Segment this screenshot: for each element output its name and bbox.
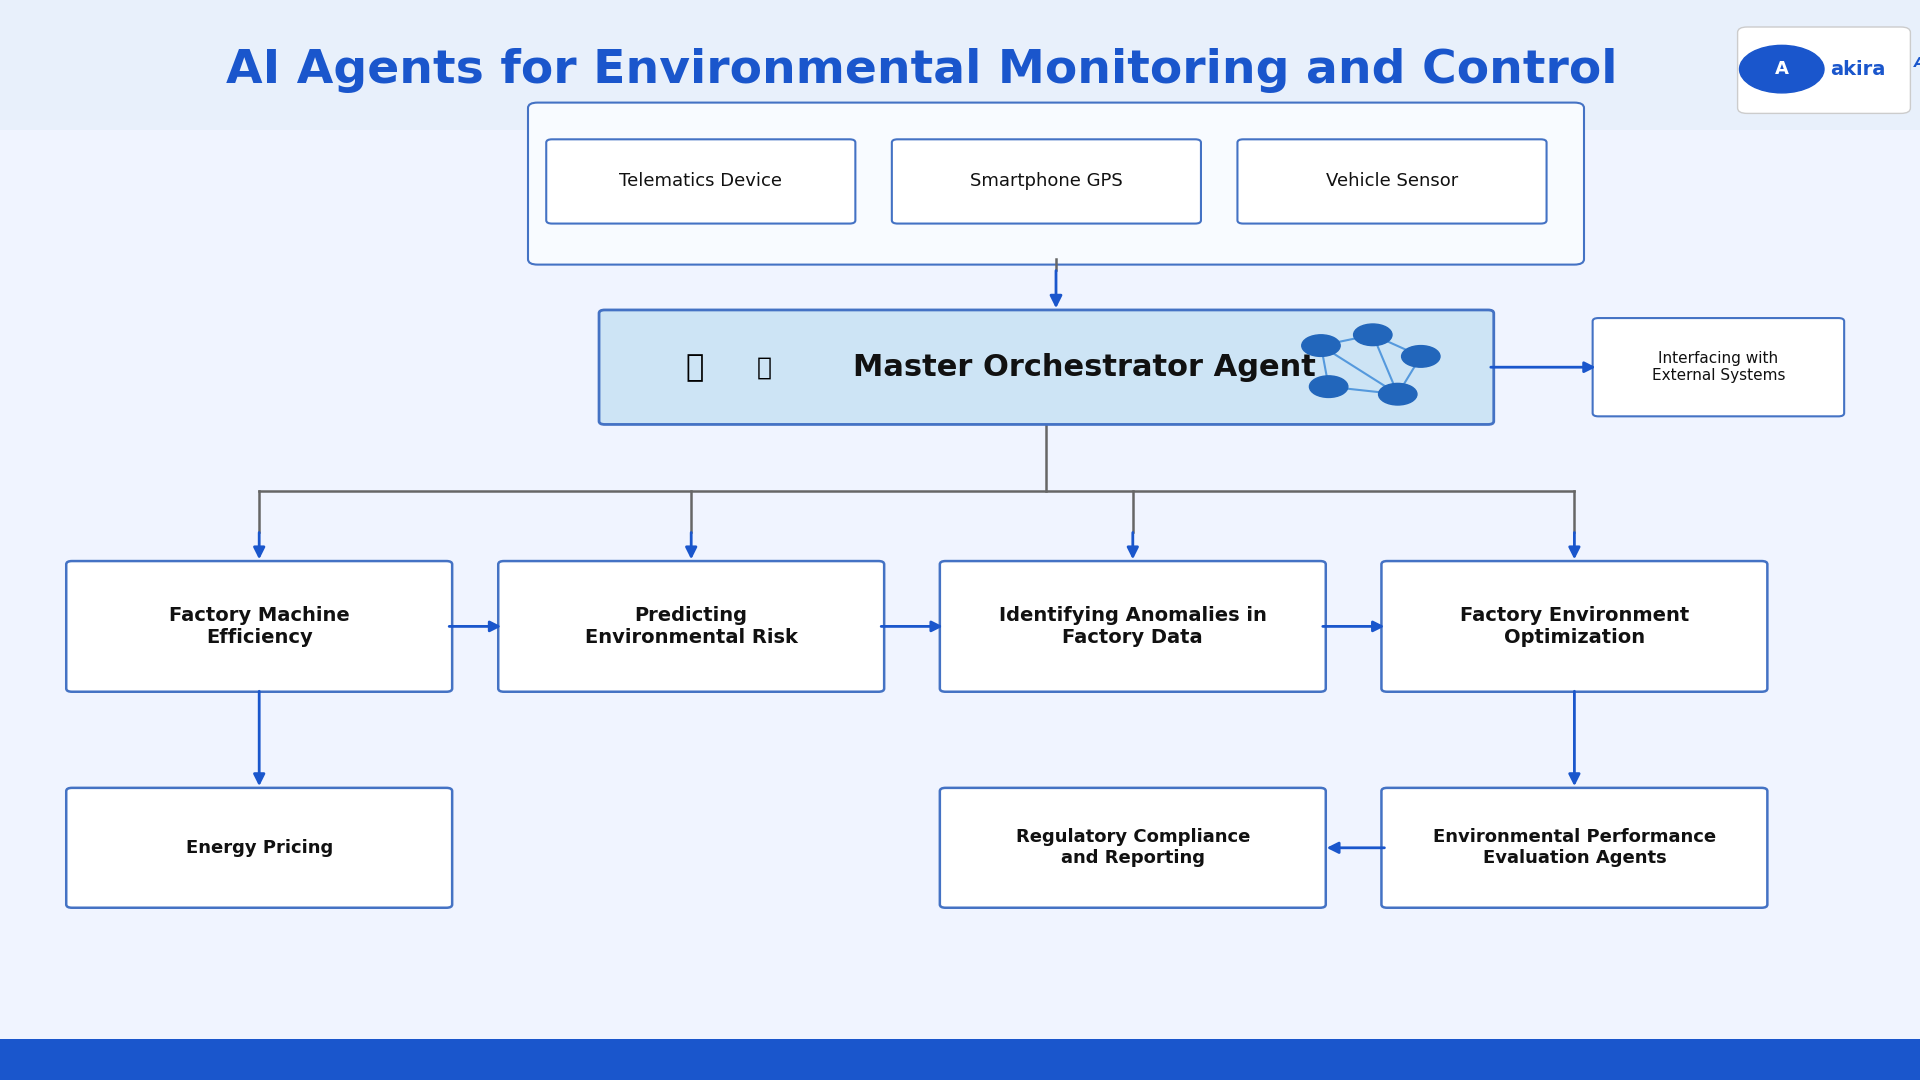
FancyBboxPatch shape [65,562,453,692]
FancyBboxPatch shape [0,0,1920,130]
FancyBboxPatch shape [891,139,1202,224]
Circle shape [1302,335,1340,356]
FancyBboxPatch shape [0,1039,1920,1080]
Circle shape [1354,324,1392,346]
Text: Energy Pricing: Energy Pricing [186,839,332,856]
Text: Telematics Device: Telematics Device [620,173,781,190]
FancyBboxPatch shape [545,139,856,224]
FancyBboxPatch shape [939,562,1325,692]
Text: Smartphone GPS: Smartphone GPS [970,173,1123,190]
FancyBboxPatch shape [1380,787,1766,907]
Circle shape [1402,346,1440,367]
Text: Factory Environment
Optimization: Factory Environment Optimization [1459,606,1690,647]
Text: 🧠: 🧠 [685,353,705,381]
Text: akira: akira [1830,59,1885,79]
FancyBboxPatch shape [1380,562,1766,692]
FancyBboxPatch shape [528,103,1584,265]
Circle shape [1379,383,1417,405]
Text: Master Orchestrator Agent: Master Orchestrator Agent [852,353,1317,381]
FancyBboxPatch shape [1738,27,1910,113]
FancyBboxPatch shape [497,562,883,692]
FancyBboxPatch shape [65,787,453,907]
FancyBboxPatch shape [599,310,1494,424]
Text: Predicting
Environmental Risk: Predicting Environmental Risk [586,606,797,647]
FancyBboxPatch shape [1594,318,1843,416]
Text: Regulatory Compliance
and Reporting: Regulatory Compliance and Reporting [1016,828,1250,867]
Text: AI Agents for Environmental Monitoring and Control: AI Agents for Environmental Monitoring a… [227,48,1617,93]
Text: 📱: 📱 [756,355,772,379]
Text: Environmental Performance
Evaluation Agents: Environmental Performance Evaluation Age… [1432,828,1716,867]
Circle shape [1309,376,1348,397]
Text: Interfacing with
External Systems: Interfacing with External Systems [1651,351,1786,383]
Text: Factory Machine
Efficiency: Factory Machine Efficiency [169,606,349,647]
Circle shape [1740,45,1824,93]
Text: Identifying Anomalies in
Factory Data: Identifying Anomalies in Factory Data [998,606,1267,647]
Text: Vehicle Sensor: Vehicle Sensor [1327,173,1457,190]
Text: AI: AI [1914,56,1920,69]
FancyBboxPatch shape [1236,139,1548,224]
FancyBboxPatch shape [939,787,1325,907]
Text: A: A [1774,60,1789,78]
